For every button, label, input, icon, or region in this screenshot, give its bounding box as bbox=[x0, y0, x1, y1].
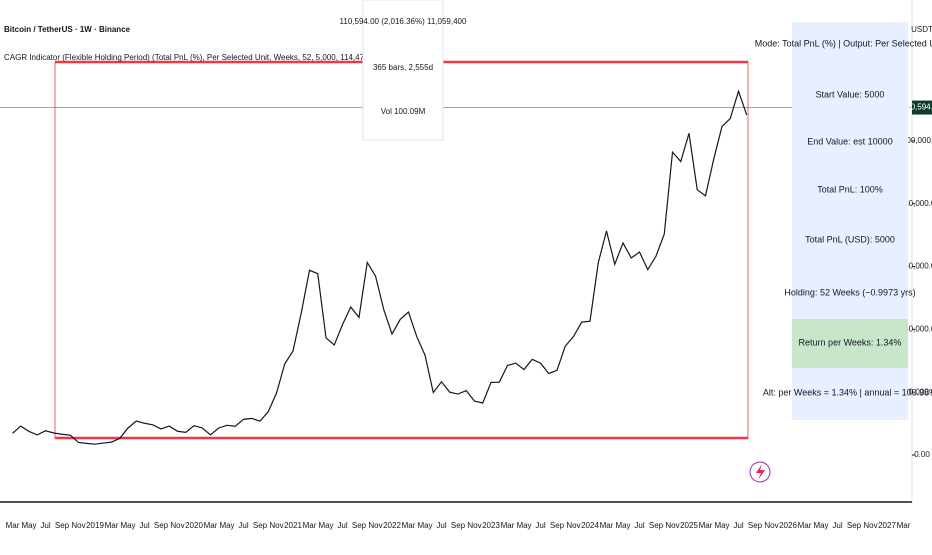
x-tick-label: Sep bbox=[649, 521, 664, 530]
x-tick-label: Mar bbox=[303, 521, 317, 530]
x-tick-label: Sep bbox=[154, 521, 169, 530]
x-tick-label: Mar bbox=[105, 521, 119, 530]
x-tick-label: Nov bbox=[368, 521, 382, 530]
y-tick-label: 60,000.00 bbox=[904, 262, 932, 271]
last-price-label: 110,594.00 bbox=[902, 103, 932, 112]
x-tick-label: 2020 bbox=[185, 521, 203, 530]
x-tick-label: May bbox=[219, 521, 234, 530]
x-tick-label: Nov bbox=[764, 521, 778, 530]
x-tick-label: 2019 bbox=[86, 521, 104, 530]
x-tick-label: 2026 bbox=[779, 521, 797, 530]
y-tick-label: 20,000.00 bbox=[904, 387, 932, 396]
x-tick-label: Sep bbox=[253, 521, 268, 530]
x-tick-label: Jul bbox=[733, 521, 743, 530]
y-tick-label: 80,000.00 bbox=[904, 199, 932, 208]
x-tick-label: May bbox=[417, 521, 432, 530]
x-tick-label: Jul bbox=[238, 521, 248, 530]
x-tick-label: Jul bbox=[832, 521, 842, 530]
price-line bbox=[12, 89, 748, 445]
x-tick-label: Mar bbox=[699, 521, 713, 530]
panel-row: Return per Weeks: 1.34% bbox=[799, 337, 902, 347]
panel-row: Total PnL (USD): 5000 bbox=[805, 234, 895, 244]
y-unit: USDT bbox=[911, 25, 932, 34]
x-tick-label: Mar bbox=[204, 521, 218, 530]
x-tick-label: 2023 bbox=[482, 521, 500, 530]
x-tick-label: May bbox=[516, 521, 531, 530]
x-tick-label: Sep bbox=[847, 521, 862, 530]
event-icon-bolt bbox=[756, 464, 765, 480]
x-tick-label: May bbox=[21, 521, 36, 530]
x-tick-label: May bbox=[318, 521, 333, 530]
x-tick-label: Jul bbox=[535, 521, 545, 530]
y-tick-label: 100,000.00 bbox=[902, 136, 932, 145]
panel-row: Holding: 52 Weeks (~0.9973 yrs) bbox=[784, 287, 915, 297]
y-tick-label: 0.00 bbox=[914, 450, 930, 459]
x-tick-label: Nov bbox=[665, 521, 679, 530]
x-tick-label: Sep bbox=[748, 521, 763, 530]
x-tick-label: 2022 bbox=[383, 521, 401, 530]
x-tick-label: Mar bbox=[6, 521, 20, 530]
x-tick-label: Nov bbox=[566, 521, 580, 530]
x-tick-label: Mar bbox=[402, 521, 416, 530]
measure-tooltip bbox=[362, 0, 444, 141]
x-tick-label: Mar bbox=[501, 521, 515, 530]
x-tick-label: 2024 bbox=[581, 521, 599, 530]
panel-row: Total PnL: 100% bbox=[817, 184, 883, 194]
x-tick-label: Nov bbox=[71, 521, 85, 530]
x-tick-label: Jul bbox=[436, 521, 446, 530]
measure-bars: 365 bars, 2,555d bbox=[373, 63, 433, 72]
last-price-tag bbox=[912, 100, 932, 115]
indicator-title: CAGR Indicator (Flexible Holding Period)… bbox=[4, 53, 389, 62]
x-tick-label: May bbox=[120, 521, 135, 530]
x-tick-label: Jul bbox=[139, 521, 149, 530]
x-tick-label: Jul bbox=[40, 521, 50, 530]
measure-volume: Vol 100.09M bbox=[381, 107, 426, 116]
x-tick-label: May bbox=[714, 521, 729, 530]
x-tick-label: 2027 bbox=[878, 521, 896, 530]
panel-row: End Value: est 10000 bbox=[807, 136, 892, 146]
x-tick-label: 2025 bbox=[680, 521, 698, 530]
panel-row: Start Value: 5000 bbox=[816, 89, 885, 99]
x-tick-label: 2021 bbox=[284, 521, 302, 530]
x-tick-label: Mar bbox=[897, 521, 911, 530]
x-tick-label: Sep bbox=[55, 521, 70, 530]
x-tick-label: Sep bbox=[352, 521, 367, 530]
x-tick-label: Nov bbox=[170, 521, 184, 530]
measure-change: 110,594.00 (2,016.36%) 11,059,400 bbox=[340, 17, 467, 26]
x-tick-label: Sep bbox=[451, 521, 466, 530]
x-tick-label: Nov bbox=[269, 521, 283, 530]
panel-row: Mode: Total PnL (%) | Output: Per Select… bbox=[755, 38, 932, 48]
x-tick-label: Sep bbox=[550, 521, 565, 530]
x-tick-label: Jul bbox=[337, 521, 347, 530]
x-tick-label: May bbox=[615, 521, 630, 530]
panel-row: Alt: per Weeks = 1.34% | annual = 100.38… bbox=[763, 387, 932, 397]
x-tick-label: Jul bbox=[634, 521, 644, 530]
y-tick-label: 40,000.00 bbox=[904, 324, 932, 333]
x-tick-label: Mar bbox=[798, 521, 812, 530]
x-tick-label: Mar bbox=[600, 521, 614, 530]
x-tick-label: May bbox=[813, 521, 828, 530]
symbol-title: Bitcoin / TetherUS · 1W · Binance bbox=[4, 25, 131, 34]
highlight-row bbox=[792, 319, 908, 368]
x-tick-label: Nov bbox=[467, 521, 481, 530]
x-tick-label: Nov bbox=[863, 521, 877, 530]
